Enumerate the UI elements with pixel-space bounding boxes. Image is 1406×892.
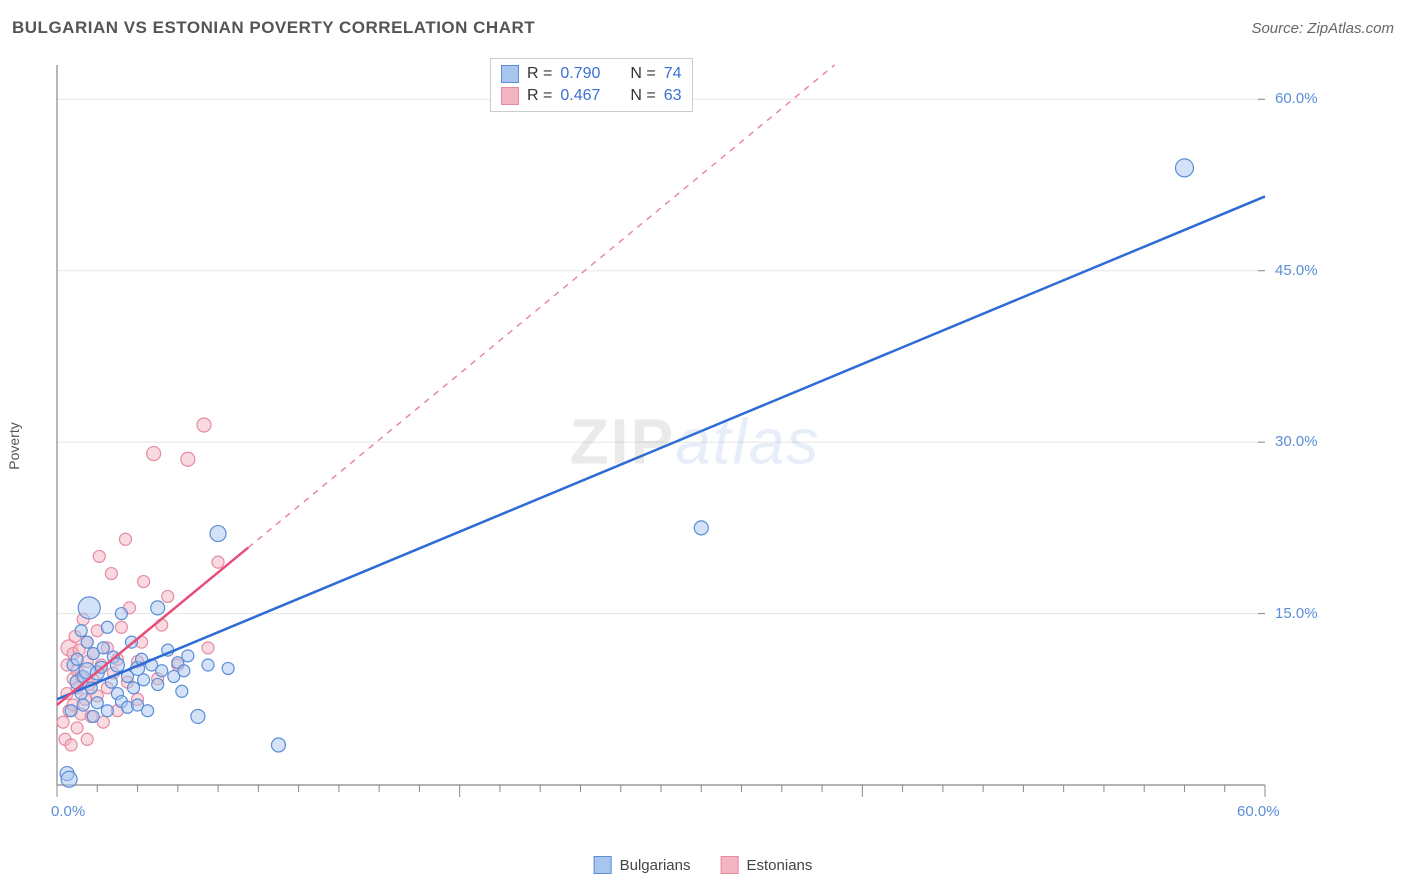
x-axis-tick-label: 60.0% (1237, 803, 1280, 820)
n-label: N = (630, 65, 655, 83)
chart-header: BULGARIAN VS ESTONIAN POVERTY CORRELATIO… (12, 18, 1394, 38)
y-axis-tick-label: 60.0% (1275, 90, 1318, 107)
series-legend: Bulgarians Estonians (594, 856, 813, 874)
r-value: 0.790 (560, 65, 600, 83)
r-label: R = (527, 87, 552, 105)
chart-source: Source: ZipAtlas.com (1251, 20, 1394, 37)
legend-label: Bulgarians (620, 857, 691, 874)
r-label: R = (527, 65, 552, 83)
stats-legend-row: R = 0.790 N = 74 (501, 63, 682, 85)
y-axis-tick-label: 45.0% (1275, 262, 1318, 279)
stats-legend-row: R = 0.467 N = 63 (501, 85, 682, 107)
n-value: 74 (664, 65, 682, 83)
y-axis-label: Poverty (6, 422, 22, 469)
n-value: 63 (664, 87, 682, 105)
x-axis-tick-label: 0.0% (51, 803, 85, 820)
chart-title: BULGARIAN VS ESTONIAN POVERTY CORRELATIO… (12, 18, 535, 38)
scatter-plot (55, 60, 1335, 830)
legend-swatch (721, 856, 739, 874)
legend-swatch (501, 87, 519, 105)
legend-swatch (501, 65, 519, 83)
legend-item: Bulgarians (594, 856, 691, 874)
r-value: 0.467 (560, 87, 600, 105)
n-label: N = (630, 87, 655, 105)
legend-swatch (594, 856, 612, 874)
y-axis-tick-label: 15.0% (1275, 605, 1318, 622)
chart-area: ZIPatlas 0.0%60.0%15.0%30.0%45.0%60.0% (45, 50, 1345, 840)
y-axis-tick-label: 30.0% (1275, 433, 1318, 450)
legend-label: Estonians (747, 857, 813, 874)
legend-item: Estonians (721, 856, 813, 874)
stats-legend: R = 0.790 N = 74 R = 0.467 N = 63 (490, 58, 693, 112)
